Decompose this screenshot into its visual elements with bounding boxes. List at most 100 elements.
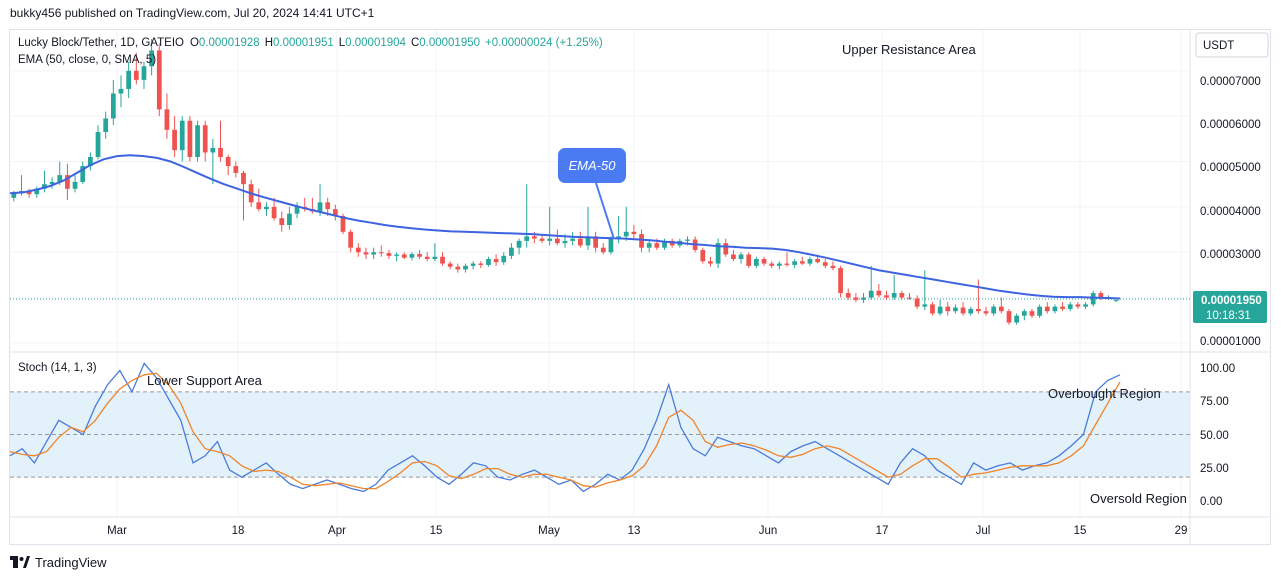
candle-body	[195, 125, 200, 157]
candle-body	[631, 231, 637, 235]
candle-body	[156, 50, 162, 110]
candle-body	[1044, 306, 1050, 312]
candle-body	[447, 263, 453, 267]
candle-body	[723, 243, 729, 255]
ema-callout-pointer	[595, 182, 615, 240]
candle-body	[830, 265, 836, 269]
time-label-may: May	[538, 525, 560, 537]
svg-text:Lucky Block/Tether, 1D, GATEIO: Lucky Block/Tether, 1D, GATEIO O0.0000192…	[18, 37, 603, 49]
candle-body	[769, 263, 775, 266]
time-label-jun: Jun	[759, 525, 778, 537]
candle-body	[685, 239, 690, 241]
candle-body	[554, 238, 560, 244]
candle-body	[937, 306, 943, 314]
candle-body	[991, 306, 997, 314]
candle-body	[585, 236, 591, 246]
time-label-18: 18	[232, 525, 245, 537]
time-label-17: 17	[876, 525, 889, 537]
candle-body	[914, 298, 920, 307]
stoch-tick-0: 0.00	[1200, 496, 1222, 508]
ema-callout: EMA-50	[558, 148, 626, 240]
candle-body	[1113, 299, 1119, 301]
candle-body	[1075, 304, 1081, 307]
candle-body	[608, 238, 614, 253]
candle-body	[1029, 311, 1035, 316]
candle-body	[172, 129, 177, 151]
candle-body	[983, 311, 989, 314]
price-tick-4: 0.00004000	[1200, 206, 1261, 218]
candle-body	[570, 238, 576, 241]
candle-body	[1083, 304, 1088, 307]
candle-body	[378, 252, 384, 254]
candle-body	[577, 238, 583, 246]
currency-selector[interactable]	[1195, 32, 1269, 58]
oversold-label: Oversold Region	[1090, 491, 1187, 506]
candle-body	[72, 181, 78, 189]
ema-callout-text: EMA-50	[569, 158, 617, 173]
tradingview-logo[interactable]: TradingView	[10, 553, 107, 571]
legend-o-value: 0.00001928	[199, 37, 260, 49]
candle-body	[371, 252, 376, 255]
candle-body	[1006, 311, 1012, 323]
candle-body	[1037, 306, 1042, 316]
candle-body	[440, 256, 445, 264]
candle-body	[463, 265, 468, 270]
stoch-axis[interactable]: 100.00 75.00 50.00 25.00 0.00	[1200, 363, 1235, 508]
candle-body	[386, 253, 392, 256]
candle-body	[1014, 315, 1020, 323]
candle-body	[202, 125, 208, 153]
legend-o-label: O	[190, 37, 199, 49]
candle-body	[516, 240, 522, 248]
candle-body	[256, 202, 262, 210]
legend-c-value: 0.00001950	[419, 37, 480, 49]
candle-body	[264, 206, 269, 210]
candle-body	[922, 304, 928, 307]
candle-body	[700, 249, 706, 262]
stoch-tick-75: 75.00	[1200, 396, 1229, 408]
candle-body	[26, 191, 32, 195]
candle-body	[348, 231, 354, 248]
chart-legend: Lucky Block/Tether, 1D, GATEIO O0.0000192…	[18, 37, 603, 374]
candle-body	[708, 261, 713, 264]
last-price-badge	[1193, 291, 1267, 323]
candle-body	[141, 66, 147, 80]
candle-body	[822, 262, 828, 266]
tradingview-logo-icon	[10, 556, 30, 568]
candle-body	[547, 238, 553, 241]
candle-body	[784, 263, 790, 265]
legend-stoch: Stoch (14, 1, 3)	[18, 362, 97, 374]
ema-50-line	[9, 154, 1121, 300]
candle-body	[776, 263, 782, 266]
legend-l-value: 0.00001904	[345, 37, 406, 49]
currency-label: USDT	[1203, 40, 1234, 52]
price-axis[interactable]: USDT 0.00007000 0.00006000 0.00005000 0.…	[1193, 32, 1269, 348]
candle-body	[241, 172, 246, 185]
candle-body	[88, 156, 93, 167]
candle-body	[225, 156, 231, 167]
stoch-k-line	[9, 362, 1121, 493]
candle-body	[731, 254, 736, 260]
ema-callout-box	[558, 148, 626, 183]
legend-h-label: H	[265, 37, 273, 49]
candle-body	[1090, 293, 1096, 305]
candle-body	[493, 259, 499, 263]
candle-body	[187, 120, 193, 157]
candle-body	[792, 261, 798, 265]
candle-body	[126, 70, 132, 89]
candle-body	[960, 307, 966, 314]
price-tick-6: 0.00001000	[1200, 336, 1261, 348]
candle-body	[953, 307, 958, 312]
upper-resistance-label: Upper Resistance Area	[842, 42, 976, 57]
candle-body	[233, 166, 239, 173]
candle-body	[968, 308, 974, 314]
time-axis[interactable]: Mar 18 Apr 15 May 13 Jun 17 Jul 15 29	[107, 525, 1187, 537]
candle-body	[868, 290, 874, 298]
candle-body	[409, 254, 415, 258]
candle-body	[884, 295, 889, 298]
countdown-timer: 10:18:31	[1206, 310, 1251, 322]
candle-body	[838, 268, 843, 294]
candle-body	[470, 263, 476, 266]
candle-body	[11, 193, 17, 198]
candle-body	[486, 259, 491, 265]
